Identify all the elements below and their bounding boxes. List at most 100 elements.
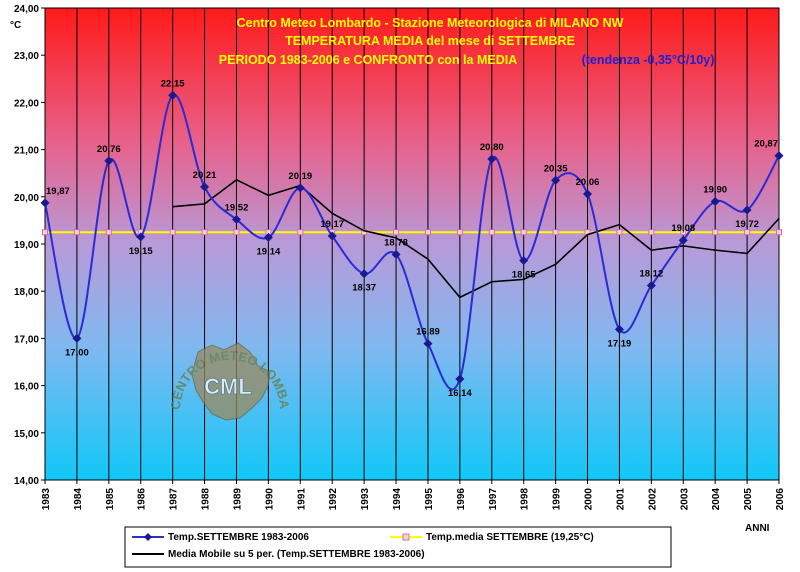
y-tick-label: 20,00: [14, 193, 39, 204]
grid-lines: [76, 8, 748, 480]
temperature-markers: [40, 90, 784, 384]
mean-marker: [105, 229, 112, 236]
temperature-data-label: 19,14: [257, 246, 281, 257]
y-tick-label: 14,00: [14, 476, 39, 487]
y-tick-label: 23,00: [14, 51, 39, 62]
temperature-data-label: 16,89: [416, 327, 440, 338]
x-tick-label: 2003: [679, 488, 690, 511]
mean-marker: [73, 229, 80, 236]
mean-marker: [393, 229, 400, 236]
y-tick-label: 19,00: [14, 240, 39, 251]
mean-marker: [552, 229, 559, 236]
temperature-point: [710, 197, 720, 207]
y-tick-label: 16,00: [14, 382, 39, 393]
temperature-line: [44, 94, 780, 391]
temperature-data-label: 22,15: [161, 78, 185, 89]
temperature-data-label: 19,90: [703, 185, 727, 196]
temperature-point: [583, 189, 593, 199]
x-tick-label: 1994: [392, 488, 403, 511]
title-line-3: PERIODO 1983-2006 e CONFRONTO con la MED…: [219, 53, 517, 67]
temperature-data-label: 20,06: [576, 177, 600, 188]
x-tick-label: 1993: [360, 488, 371, 511]
mean-marker: [616, 229, 623, 236]
temperature-point: [136, 232, 146, 242]
temperature-point: [104, 156, 114, 166]
y-tick-label: 15,00: [14, 429, 39, 440]
temperature-data-label: 20,21: [193, 170, 217, 181]
x-tick-label: 1999: [552, 488, 563, 511]
x-tick-label: 1985: [105, 488, 116, 511]
x-tick-label: 1997: [488, 488, 499, 511]
title-line-2: TEMPERATURA MEDIA del mese di SETTEMBRE: [285, 34, 575, 48]
temperature-data-label: 18,12: [639, 269, 663, 280]
temperature-point: [359, 269, 369, 279]
x-tick-label: 1984: [73, 488, 84, 511]
legend-marker-mean: [402, 533, 410, 541]
x-tick-label: 1983: [41, 488, 52, 511]
temperature-data-label: 19,87: [46, 186, 70, 197]
mean-marker: [648, 229, 655, 236]
mean-marker: [233, 229, 240, 236]
y-tick-label: 17,00: [14, 334, 39, 345]
temperature-data-label: 19,15: [129, 246, 153, 257]
temperature-data-label: 19,17: [320, 219, 344, 230]
temperature-data-label: 20,19: [288, 171, 312, 182]
x-axis: 1983 1984 1985 1986 1987 1988 1989 1990 1991 1992…: [41, 480, 786, 510]
temperature-data-label: 18,78: [384, 237, 408, 248]
mean-markers: [42, 229, 782, 236]
logo-text: CML: [204, 374, 252, 399]
mean-marker: [744, 229, 751, 236]
mean-marker: [456, 229, 463, 236]
temperature-data-label: 19,08: [671, 223, 695, 234]
mean-marker: [297, 229, 304, 236]
temperature-point: [774, 151, 784, 161]
legend-label-moving-average: Media Mobile su 5 per. (Temp.SETTEMBRE 1…: [168, 549, 425, 560]
temperature-data-label: 20,76: [97, 144, 121, 155]
x-tick-label: 2005: [743, 488, 754, 511]
x-tick-label: 1986: [137, 488, 148, 511]
lombardy-map-shape: [191, 342, 271, 421]
legend-label-temp: Temp.SETTEMBRE 1983-2006: [168, 532, 309, 543]
temperature-data-labels: 19,87 17,00 20,76 19,15 22,15 20,21 19,52 19,14…: [46, 78, 778, 399]
temperature-point: [231, 214, 241, 224]
mean-marker: [169, 229, 176, 236]
legend-box: [124, 526, 672, 568]
temperature-point: [295, 183, 305, 193]
temperature-point: [40, 198, 50, 208]
x-tick-label: 1990: [264, 488, 275, 511]
temperature-point: [327, 231, 337, 241]
x-tick-label: 1988: [201, 488, 212, 511]
mean-marker: [201, 229, 208, 236]
temperature-point: [614, 324, 624, 334]
legend-marker-temp: [144, 533, 152, 541]
temperature-data-label: 19,72: [735, 219, 759, 230]
temperature-point: [168, 90, 178, 100]
legend: Temp.SETTEMBRE 1983-2006 Temp.media SETT…: [124, 526, 672, 568]
y-axis-unit: °C: [10, 20, 21, 31]
temperature-data-label: 16,14: [448, 388, 472, 399]
temperature-point: [263, 232, 273, 242]
y-axis: 14,00 15,00 16,00 17,00 18,00 19,00 20,00 21,00…: [14, 4, 45, 487]
x-tick-label: 1996: [456, 488, 467, 511]
mean-marker: [712, 229, 719, 236]
y-tick-label: 24,00: [14, 4, 39, 15]
x-tick-label: 1998: [520, 488, 531, 511]
temperature-data-label: 18,65: [512, 270, 536, 281]
x-tick-label: 1991: [296, 488, 307, 511]
temperature-data-label: 17,00: [65, 347, 89, 358]
mean-marker: [424, 229, 431, 236]
y-tick-label: 21,00: [14, 146, 39, 157]
temperature-point: [72, 333, 82, 343]
x-tick-label: 2006: [775, 488, 786, 511]
title-line-1: Centro Meteo Lombardo - Stazione Meteoro…: [237, 16, 624, 30]
temperature-point: [678, 235, 688, 245]
x-tick-label: 1989: [232, 488, 243, 511]
temperature-point: [646, 281, 656, 291]
mean-marker: [361, 229, 368, 236]
temperature-point: [200, 182, 210, 192]
temperature-data-label: 20,35: [544, 163, 568, 174]
temperature-point: [519, 256, 529, 266]
x-tick-label: 2001: [615, 488, 626, 511]
